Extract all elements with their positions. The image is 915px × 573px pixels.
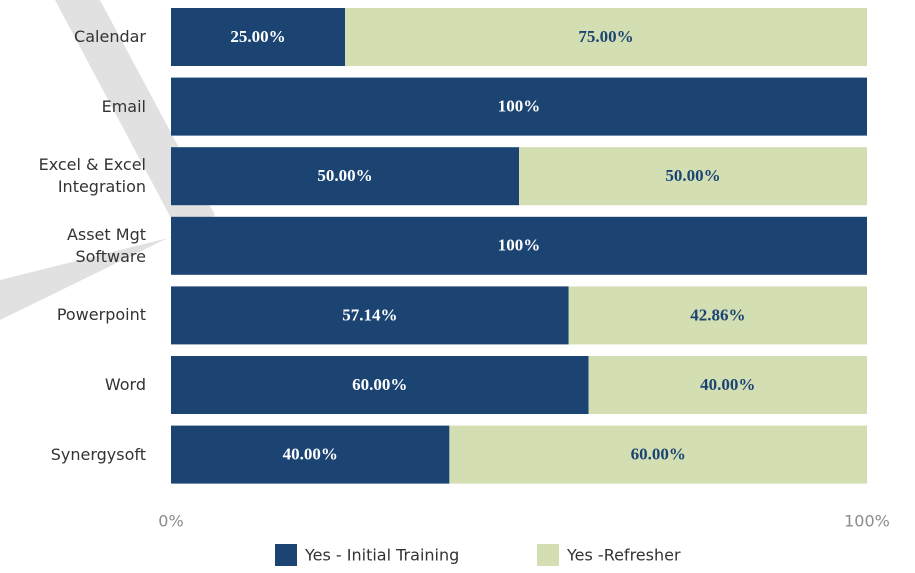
x-tick-label: 0% [158,512,183,531]
data-label: 57.14% [342,305,397,324]
data-label: 75.00% [578,27,633,46]
bar-segment [519,147,867,206]
watermark [0,215,215,320]
data-label: 50.00% [317,166,372,185]
legend-swatch [275,544,297,566]
legend-label: Yes -Refresher [566,546,681,565]
bar-segment [449,425,867,484]
bar-segment [588,356,867,414]
y-tick-label: Synergysoft [50,444,146,464]
data-label: 25.00% [230,27,285,46]
legend-swatch [537,544,559,566]
y-tick-label: Calendar [74,27,146,46]
bar-segment [171,216,867,275]
data-label: 60.00% [352,375,407,394]
bar-segment [171,77,867,136]
data-label: 60.00% [631,445,686,464]
y-tick-label: Word [104,375,146,394]
bar-segment [345,8,867,66]
bar-segment [171,425,450,484]
bar-segment [171,356,589,414]
data-label: 40.00% [283,445,338,464]
data-label: 100% [498,236,541,255]
y-tick-label: Asset Mgt Software [66,224,146,266]
bar-segment [171,147,519,206]
y-tick-label: Excel & Excel Integration [38,155,146,197]
x-tick-label: 100% [844,512,890,531]
bar-segment [171,8,345,66]
data-label: 100% [498,97,541,116]
y-tick-label: Email [101,96,146,116]
legend-label: Yes - Initial Training [304,546,459,565]
data-label: 42.86% [690,305,745,324]
y-tick-label: Powerpoint [56,305,146,325]
data-label: 40.00% [700,375,755,394]
data-label: 50.00% [665,166,720,185]
bar-segment [171,286,569,345]
bar-segment [568,286,867,345]
